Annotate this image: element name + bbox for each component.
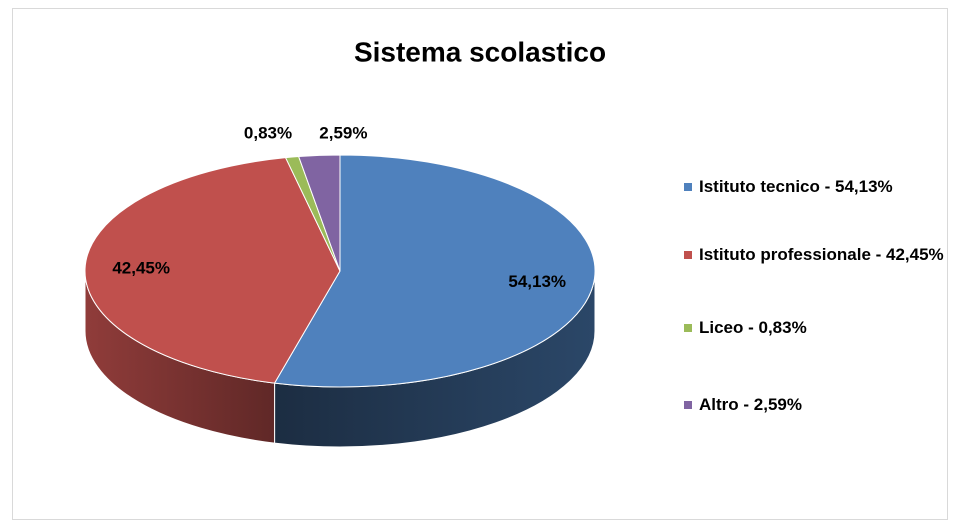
slice	[84, 157, 341, 384]
data-label: 42,45%	[112, 258, 170, 277]
legend-swatch	[684, 183, 692, 191]
data-label: 54,13%	[508, 272, 566, 291]
legend-entry: Altro - 2,59%	[684, 390, 944, 419]
legend-swatch	[684, 401, 692, 409]
data-label: 2,59%	[319, 123, 367, 142]
legend-swatch	[684, 324, 692, 332]
data-label: 0,83%	[244, 123, 292, 142]
legend-entry: Istituto tecnico - 54,13%	[684, 172, 944, 201]
legend-label: Altro - 2,59%	[699, 395, 802, 414]
legend-label: Istituto professionale - 42,45%	[699, 245, 944, 264]
slice	[297, 154, 341, 272]
legend-label: Istituto tecnico - 54,13%	[699, 177, 893, 196]
legend-entry: Istituto professionale - 42,45%	[684, 240, 944, 269]
legend-swatch	[684, 251, 692, 259]
slice	[273, 154, 596, 388]
legend-label: Liceo - 0,83%	[699, 318, 807, 337]
legend-entry: Liceo - 0,83%	[684, 313, 944, 342]
chart-title: Sistema scolastico	[354, 36, 606, 67]
